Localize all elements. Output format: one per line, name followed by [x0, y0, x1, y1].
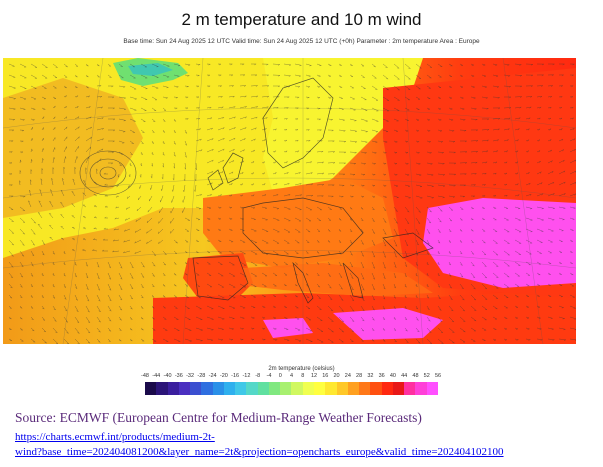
- legend-color-swatch: [167, 382, 179, 395]
- legend-tick-label: 48: [412, 373, 419, 379]
- chart-subtitle: Base time: Sun 24 Aug 2025 12 UTC Valid …: [123, 38, 480, 45]
- legend-tick-label: -16: [231, 373, 240, 379]
- legend-color-swatch: [370, 382, 382, 395]
- legend-tick-label: 32: [367, 373, 374, 379]
- wind-vectors: [8, 63, 576, 344]
- legend-color-swatch: [156, 382, 168, 395]
- legend-tick-label: -44: [152, 373, 161, 379]
- mediterranean-sea: [243, 263, 433, 296]
- legend-tick-label: -4: [266, 373, 272, 379]
- legend-color-swatch: [280, 382, 292, 395]
- source-credit: Source: ECMWF (European Centre for Mediu…: [15, 410, 422, 425]
- legend-color-swatch: [359, 382, 371, 395]
- legend-color-swatch: [223, 382, 236, 395]
- legend-tick-label: -12: [242, 373, 251, 379]
- legend-tick-label: 12: [310, 373, 318, 379]
- legend-color-swatch: [246, 382, 258, 395]
- legend-tick-label: 28: [356, 373, 363, 379]
- legend-tick-label: 4: [289, 373, 294, 379]
- legend-color-swatch: [336, 382, 348, 395]
- legend-color-swatch: [415, 382, 427, 395]
- legend-tick-label: 56: [434, 373, 442, 379]
- legend-tick-label: 0: [278, 373, 282, 379]
- iberia-red: [183, 253, 253, 303]
- legend-tick-label: -24: [208, 373, 217, 379]
- central-europe-orange: [203, 178, 393, 268]
- graticule: [3, 58, 576, 344]
- legend-color-swatch: [178, 382, 191, 395]
- legend-title: 2m temperature (celsius): [268, 366, 335, 372]
- legend-tick-label: -40: [163, 373, 172, 379]
- legend-tick-label: -48: [141, 373, 149, 379]
- legend-tick-label: -36: [174, 373, 183, 379]
- legend-tick-label: 40: [389, 373, 396, 379]
- coastlines: [192, 77, 434, 304]
- legend-tick-label: 20: [333, 373, 340, 379]
- legend-color-swatch: [347, 382, 360, 395]
- legend-color-swatch: [190, 382, 202, 395]
- chart-title: 2 m temperature and 10 m wind: [181, 10, 422, 29]
- source-link-line2[interactable]: wind?base_time=202404081200&layer_name=2…: [15, 446, 504, 458]
- legend-color-swatch: [426, 382, 438, 395]
- legend-color-swatch: [257, 382, 269, 395]
- legend-color-swatch: [404, 382, 416, 395]
- southwest-magenta-patch: [263, 318, 313, 338]
- southern-magenta-patch: [333, 308, 443, 340]
- legend-tick-label: 24: [344, 373, 351, 379]
- greenland-cold-core: [128, 63, 173, 76]
- legend-tick-labels: -48 -44 -40 -36 -32 -28 -24 -20 -16 -12 -8 -4 0 4 8 12 1…: [141, 373, 442, 381]
- temperature-wind-map: [3, 58, 576, 344]
- temperature-color-scale: [145, 382, 438, 395]
- legend-color-swatch: [145, 382, 157, 395]
- legend-tick-label: 16: [322, 373, 329, 379]
- legend-tick-label: 52: [423, 373, 430, 379]
- legend-color-swatch: [313, 382, 326, 395]
- legend-color-swatch: [212, 382, 224, 395]
- legend-tick-label: -32: [186, 373, 195, 379]
- legend-color-swatch: [302, 382, 314, 395]
- legend-color-swatch: [201, 382, 213, 395]
- source-link-line1[interactable]: https://charts.ecmwf.int/products/medium…: [15, 431, 215, 443]
- legend-color-swatch: [235, 382, 247, 395]
- cyclone-swirl: [79, 150, 137, 196]
- legend-color-swatch: [291, 382, 303, 395]
- legend-tick-label: 8: [301, 373, 305, 379]
- atlantic-orange: [3, 78, 143, 218]
- eastern-magenta-zone: [423, 198, 576, 288]
- legend-tick-label: -8: [255, 373, 261, 379]
- legend-tick-label: 44: [401, 373, 408, 379]
- legend-color-swatch: [381, 382, 393, 395]
- legend-tick-label: -28: [197, 373, 206, 379]
- legend-tick-label: 36: [378, 373, 385, 379]
- legend-color-swatch: [325, 382, 337, 395]
- legend-tick-label: -20: [219, 373, 228, 379]
- legend-color-swatch: [392, 382, 405, 395]
- legend-color-swatch: [268, 382, 281, 395]
